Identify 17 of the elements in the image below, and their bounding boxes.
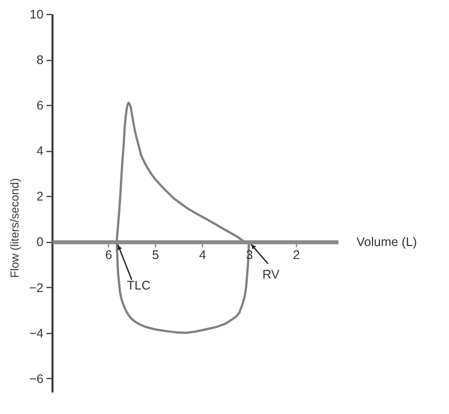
x-tick-label: 4 xyxy=(199,248,206,262)
y-tick-label: 6 xyxy=(36,98,44,113)
y-axis-title: Flow (liters/second) xyxy=(10,178,22,278)
y-tick-label: 2 xyxy=(36,190,44,204)
annotation: TLC xyxy=(126,278,151,293)
x-tick-label: 5 xyxy=(152,248,160,262)
annotation: RV xyxy=(262,268,280,282)
y-tick-label: −6 xyxy=(29,372,44,386)
x-tick-label: 2 xyxy=(292,248,300,262)
y-tick-label: 4 xyxy=(36,144,44,158)
y-tick-label: 10 xyxy=(30,8,44,22)
y-tick-label: 0 xyxy=(36,235,44,250)
x-axis-title: Volume (L) xyxy=(356,235,417,250)
y-tick-label: −2 xyxy=(29,280,44,295)
y-tick-label: 8 xyxy=(36,53,44,68)
x-tick-label: 6 xyxy=(105,248,112,262)
y-tick-label: −4 xyxy=(29,326,44,340)
